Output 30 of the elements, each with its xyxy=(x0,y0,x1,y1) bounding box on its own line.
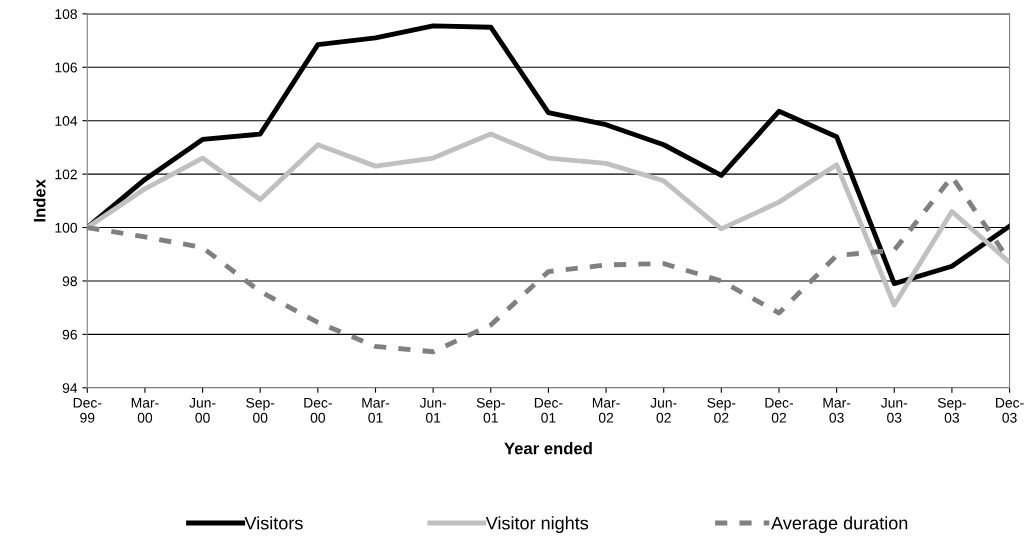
legend-label: Average duration xyxy=(771,516,908,534)
y-tick-label: 108 xyxy=(55,9,77,20)
x-tick-label: Jun- 00 xyxy=(189,398,216,423)
legend-label: Visitor nights xyxy=(485,516,589,534)
y-tick-label: 96 xyxy=(62,329,77,340)
x-tick-label: Dec- 99 xyxy=(73,398,102,423)
x-tick-label: Mar- 01 xyxy=(362,398,390,423)
x-tick-label: Jun- 01 xyxy=(419,398,447,423)
legend-label: Visitors xyxy=(244,516,303,530)
x-tick-label: Jun- 02 xyxy=(650,398,677,423)
x-tick-label: Sep- 02 xyxy=(707,397,736,423)
y-tick-label: 98 xyxy=(62,276,77,287)
y-axis-title: Index xyxy=(33,179,46,222)
x-tick-label: Dec- 03 xyxy=(996,398,1024,423)
x-tick-label: Sep- 01 xyxy=(476,397,505,423)
x-tick-label: Dec- 01 xyxy=(534,398,563,423)
y-tick-label: 102 xyxy=(55,169,77,180)
x-tick-label: Dec- 02 xyxy=(765,398,794,423)
y-tick-label: 100 xyxy=(55,222,78,233)
y-tick-label: 106 xyxy=(55,62,77,73)
x-axis-title: Year ended xyxy=(504,442,592,455)
x-tick-label: Jun- 03 xyxy=(880,398,908,423)
x-tick-label: Dec- 00 xyxy=(304,398,332,423)
x-tick-label: Mar- 03 xyxy=(823,398,851,423)
x-tick-label: Mar- 02 xyxy=(592,398,620,423)
x-tick-label: Sep- 03 xyxy=(937,397,966,423)
x-tick-label: Mar- 00 xyxy=(131,398,159,423)
x-tick-label: Sep- 00 xyxy=(246,397,275,423)
y-tick-label: 104 xyxy=(55,116,78,126)
y-tick-label: 94 xyxy=(62,383,78,393)
